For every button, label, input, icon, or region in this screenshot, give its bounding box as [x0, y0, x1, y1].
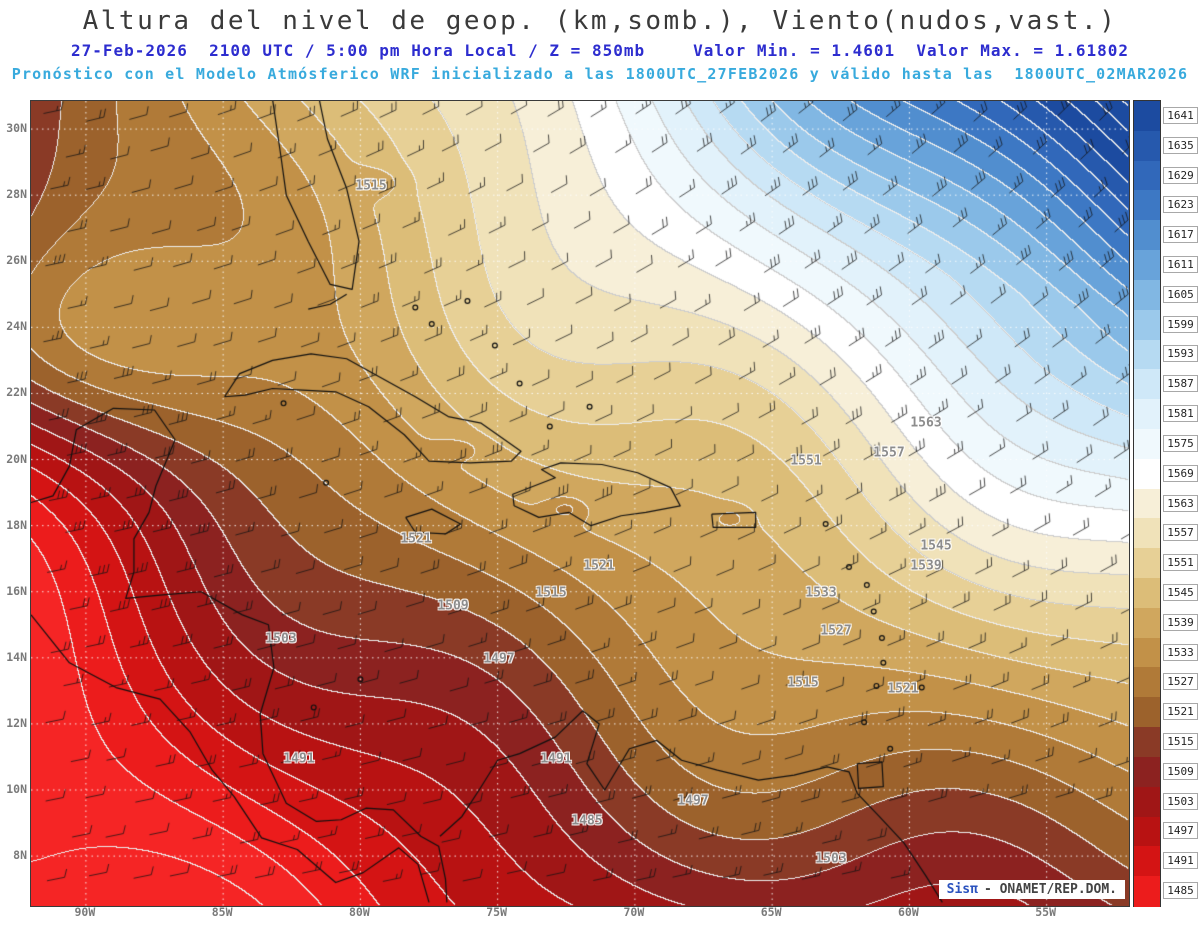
colorbar-swatch	[1134, 458, 1160, 490]
colorbar-value-label: 1551	[1163, 554, 1198, 572]
colorbar-swatch	[1134, 876, 1160, 907]
colorbar-swatch	[1134, 130, 1160, 162]
colorbar-swatch	[1134, 279, 1160, 311]
lat-tick-label: 28N	[6, 187, 27, 202]
colorbar-swatch	[1134, 727, 1160, 758]
colorbar	[1133, 100, 1161, 907]
colorbar-swatch	[1134, 160, 1160, 192]
colorbar-value-label: 1629	[1163, 166, 1198, 184]
lat-tick-label: 26N	[6, 253, 27, 268]
colorbar-value-label: 1611	[1163, 255, 1198, 273]
colorbar-swatch	[1134, 190, 1160, 221]
colorbar-value-label: 1575	[1163, 434, 1198, 452]
lon-tick-label: 60W	[898, 905, 919, 919]
minmax-values: Valor Min. = 1.4601 Valor Max. = 1.61802	[693, 41, 1130, 60]
colorbar-value-label: 1485	[1163, 882, 1198, 900]
lat-tick-label: 22N	[6, 385, 27, 400]
colorbar-value-label: 1635	[1163, 136, 1198, 154]
lat-tick-label: 10N	[6, 782, 27, 796]
lat-tick-label: 30N	[6, 121, 27, 136]
lon-tick-label: 85W	[211, 905, 233, 919]
lon-tick-label: 55W	[1035, 905, 1057, 919]
colorbar-swatch	[1134, 309, 1160, 341]
colorbar-swatch	[1134, 518, 1160, 549]
valid-time-line: 27-Feb-2026 2100 UTC / 5:00 pm Hora Loca…	[70, 41, 646, 60]
lat-tick-label: 12N	[6, 715, 27, 730]
colorbar-value-label: 1581	[1163, 405, 1198, 423]
subtitle-row: 27-Feb-2026 2100 UTC / 5:00 pm Hora Loca…	[0, 41, 1200, 60]
colorbar-swatch	[1134, 667, 1160, 698]
colorbar-swatch	[1134, 399, 1160, 430]
colorbar-value-label: 1569	[1163, 464, 1198, 482]
lat-tick-label: 18N	[6, 517, 27, 532]
geopotential-field-canvas	[31, 101, 1129, 906]
colorbar-value-label: 1605	[1163, 285, 1198, 303]
lon-tick-label: 75W	[486, 905, 508, 919]
colorbar-swatch	[1134, 846, 1160, 877]
map-plot: 1515 1563 1557 1551 1545 1539 1533 1527 1521 1521…	[30, 100, 1130, 907]
colorbar-value-label: 1563	[1163, 494, 1198, 512]
colorbar-value-label: 1641	[1163, 106, 1198, 124]
model-info-line: Pronóstico con el Modelo Atmósferico WRF…	[11, 65, 1189, 83]
colorbar-swatch	[1134, 428, 1160, 460]
colorbar-value-label: 1497	[1163, 822, 1198, 840]
lon-tick-label: 65W	[760, 905, 782, 919]
colorbar-value-label: 1503	[1163, 792, 1198, 810]
colorbar-swatch	[1134, 250, 1160, 281]
chart-title: Altura del nivel de geop. (km,somb.), Vi…	[82, 6, 1118, 36]
lon-tick-label: 70W	[623, 905, 645, 919]
watermark-badge: Sisπ - ONAMET/REP.DOM.	[938, 880, 1125, 899]
colorbar-value-label: 1617	[1163, 226, 1198, 244]
colorbar-value-label: 1533	[1163, 643, 1198, 661]
colorbar-swatch	[1134, 369, 1160, 400]
colorbar-value-label: 1623	[1163, 196, 1198, 214]
colorbar-value-label: 1509	[1163, 762, 1198, 780]
colorbar-value-label: 1593	[1163, 345, 1198, 363]
colorbar-swatch	[1134, 339, 1160, 370]
lat-tick-label: 14N	[6, 649, 27, 664]
lon-tick-label: 80W	[349, 905, 370, 919]
colorbar-swatch	[1134, 578, 1160, 609]
colorbar-value-label: 1521	[1163, 703, 1198, 721]
lat-tick-label: 24N	[6, 319, 27, 334]
colorbar-value-label: 1557	[1163, 524, 1198, 542]
colorbar-value-label: 1545	[1163, 583, 1198, 601]
colorbar-swatch	[1134, 607, 1160, 639]
colorbar-swatch	[1134, 756, 1160, 788]
lat-tick-label: 20N	[6, 451, 27, 466]
lat-tick-label: 8N	[13, 848, 27, 863]
colorbar-swatch	[1134, 548, 1160, 579]
lat-tick-label: 16N	[6, 583, 27, 598]
colorbar-swatch	[1134, 488, 1160, 519]
watermark-org: - ONAMET/REP.DOM.	[983, 882, 1117, 897]
colorbar-swatch	[1134, 786, 1160, 818]
colorbar-value-label: 1587	[1163, 375, 1198, 393]
colorbar-value-label: 1599	[1163, 315, 1198, 333]
colorbar-swatch	[1134, 816, 1160, 847]
watermark-brand: Sisπ	[946, 882, 978, 897]
lon-tick-label: 90W	[74, 905, 96, 919]
colorbar-swatch	[1134, 637, 1160, 669]
colorbar-value-label: 1539	[1163, 613, 1198, 631]
colorbar-value-label: 1527	[1163, 673, 1198, 691]
colorbar-value-label: 1491	[1163, 852, 1198, 870]
colorbar-value-label: 1515	[1163, 733, 1198, 751]
colorbar-swatch	[1134, 697, 1160, 728]
colorbar-swatch	[1134, 101, 1160, 132]
colorbar-swatch	[1134, 220, 1160, 251]
